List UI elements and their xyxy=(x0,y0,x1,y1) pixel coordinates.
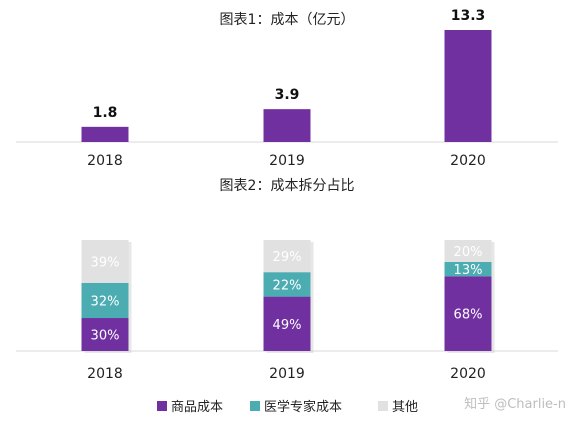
chart2-bar-segment xyxy=(263,240,311,273)
chart1-bar xyxy=(81,126,129,142)
chart2-bar-segment xyxy=(81,282,129,319)
chart2-bar-segment xyxy=(444,261,492,277)
chart1-data-label: 3.9 xyxy=(275,87,300,103)
chart2-bar-segment xyxy=(263,296,311,351)
chart2-plot: 30% 32% 39% 2018 49% 22% 29% 2019 68% 13% 20% 2020 xyxy=(16,240,558,382)
chart2-segment-label: 30% xyxy=(91,329,120,344)
chart2-segment-label: 20% xyxy=(454,245,483,260)
watermark: 知乎 @Charlie-n xyxy=(464,396,566,412)
legend-label: 其他 xyxy=(392,400,418,415)
legend-label: 商品成本 xyxy=(171,400,223,415)
legend-swatch xyxy=(250,401,260,411)
chart1-plot: 1.8 2018 3.9 2019 13.3 2020 xyxy=(16,8,558,169)
chart1-x-tick-label: 2018 xyxy=(87,153,123,169)
chart2-legend: 商品成本 医学专家成本 其他 xyxy=(157,399,418,415)
chart2-bar-segment xyxy=(81,240,129,283)
chart2-segment-label: 13% xyxy=(454,263,483,278)
chart1-data-label: 1.8 xyxy=(93,105,118,121)
chart2-bar-segment xyxy=(444,240,492,262)
chart1-x-tick-label: 2019 xyxy=(269,153,305,169)
chart2-segment-label: 22% xyxy=(273,278,302,293)
legend-label: 医学专家成本 xyxy=(264,399,342,415)
chart2-bar-segment xyxy=(81,318,129,351)
chart1-x-tick-label: 2020 xyxy=(450,153,486,169)
chart2-bar-segment xyxy=(263,272,311,297)
chart2-segment-label: 39% xyxy=(91,255,120,270)
chart2-segment-label: 32% xyxy=(91,294,120,309)
chart1-bar xyxy=(263,109,311,142)
legend-swatch xyxy=(378,401,388,411)
chart1-title: 图表1：成本（亿元） xyxy=(220,12,355,28)
chart1-data-label: 13.3 xyxy=(451,8,486,24)
chart2-x-tick-label: 2019 xyxy=(269,366,305,382)
chart1-bar xyxy=(444,30,492,142)
chart2-segment-label: 68% xyxy=(454,308,483,323)
chart2-segment-label: 49% xyxy=(273,318,302,333)
chart2-segment-label: 29% xyxy=(273,250,302,265)
chart2-x-tick-label: 2020 xyxy=(450,366,486,382)
chart2-title: 图表2：成本拆分占比 xyxy=(220,178,355,194)
legend-swatch xyxy=(157,401,167,411)
chart2-bar-segment xyxy=(444,276,492,351)
chart2-x-tick-label: 2018 xyxy=(87,366,123,382)
